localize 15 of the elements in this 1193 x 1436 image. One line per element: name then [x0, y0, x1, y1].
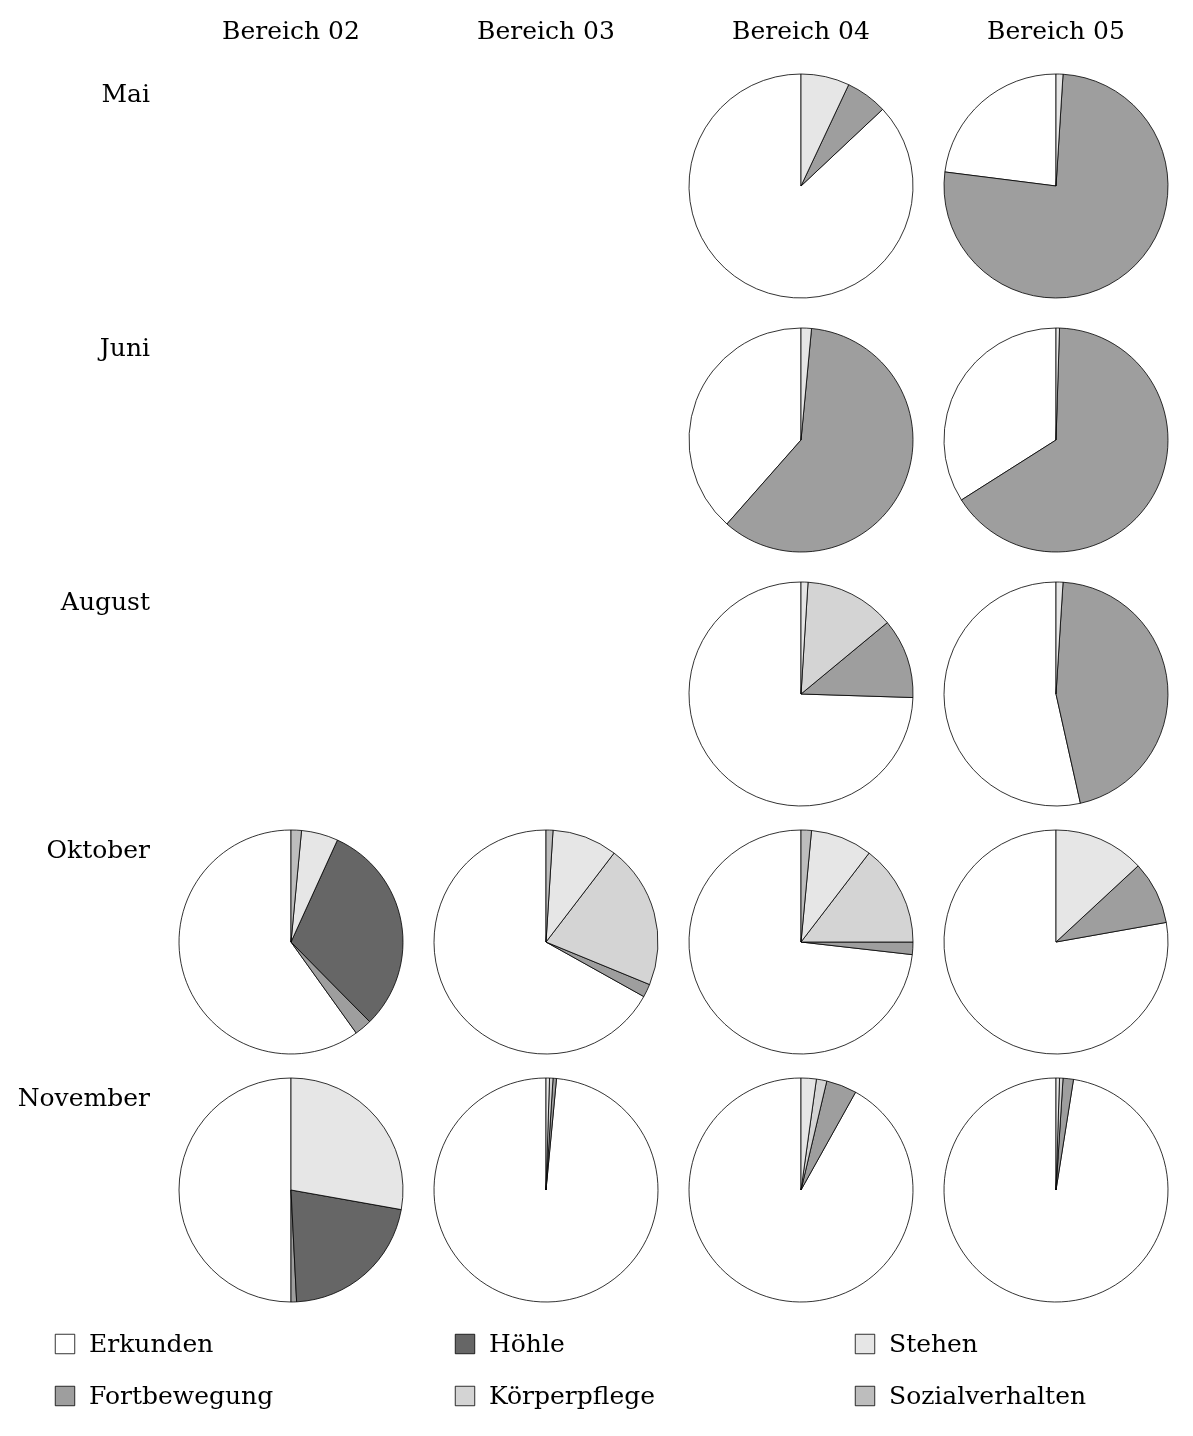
category-label: Bereich 02: [222, 16, 360, 45]
category-label: Bereich 05: [987, 16, 1125, 45]
legend-label: Fortbewegung: [89, 1381, 274, 1410]
category-label: Bereich 03: [477, 16, 615, 45]
category-label: Mai: [101, 79, 150, 108]
category-label: Oktober: [46, 835, 150, 864]
legend-label: Stehen: [889, 1329, 978, 1358]
legend-label: Erkunden: [89, 1329, 214, 1358]
category-label: August: [60, 587, 150, 616]
legend-label: Körperpflege: [489, 1381, 656, 1410]
legend-label: Höhle: [489, 1329, 565, 1358]
category-label: Juni: [99, 333, 150, 362]
legend-label: Sozialverhalten: [889, 1381, 1087, 1410]
category-label: November: [17, 1083, 150, 1112]
category-label: Bereich 04: [732, 16, 870, 45]
